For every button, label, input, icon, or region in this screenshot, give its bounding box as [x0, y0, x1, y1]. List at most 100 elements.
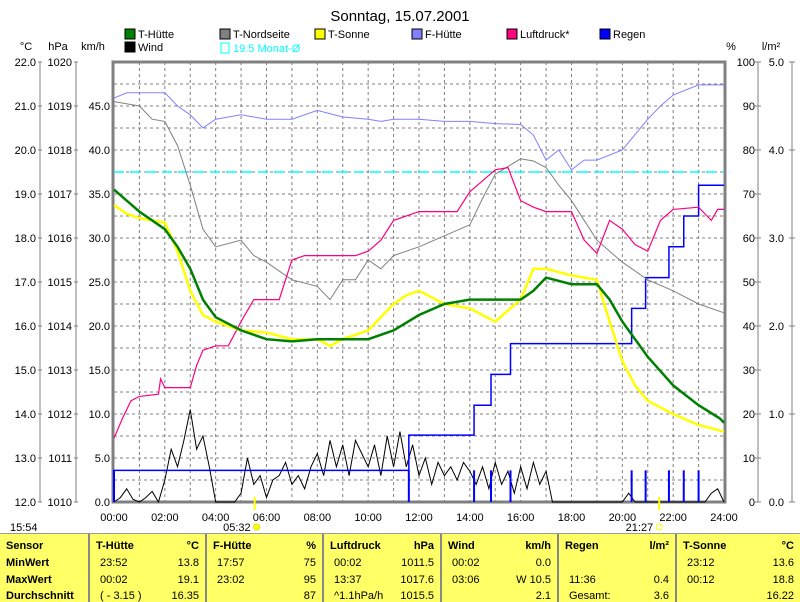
cell-value: W 10.5	[516, 574, 551, 586]
tick-label-right: 0	[749, 497, 755, 509]
tick-label-kmh: 0.0	[95, 497, 110, 509]
column-unit: l/m²	[649, 540, 669, 552]
column-header: Regen	[565, 540, 599, 552]
legend-swatch	[124, 28, 136, 40]
legend-label-monthly-avg: 19.5 Monat-Ø	[233, 43, 301, 55]
tick-label-hPa: 1012	[48, 409, 72, 421]
table-column: Wind km/h 00:02 0.0 03:06 W 10.5 2.1	[440, 534, 557, 602]
tick-label-kmh: 25.0	[89, 277, 110, 289]
column-header: T-Hütte	[96, 540, 134, 552]
tick-label-kmh: 40.0	[89, 145, 110, 157]
cell-value: 16.35	[171, 590, 199, 602]
cell-value: 3.6	[653, 590, 669, 602]
x-tick-label: 12:00	[405, 512, 433, 524]
unit-percent: %	[726, 41, 736, 53]
series-t-nordseite	[113, 101, 725, 314]
tick-label-right: 0.0	[769, 497, 784, 509]
tick-label-kmh: 20.0	[89, 321, 110, 333]
cell-value: 75	[303, 557, 316, 569]
cell-value: 13.6	[772, 557, 794, 569]
tick-label-C: 13.0	[15, 453, 36, 465]
cell-time: ( - 3.15 )	[100, 590, 142, 602]
cell-value: 0.0	[535, 557, 551, 569]
column-header: Luftdruck	[330, 540, 381, 552]
cell-value: 13.8	[177, 557, 199, 569]
legend-label: T-Hütte	[138, 29, 174, 41]
table-column: T-Hütte °C 23:52 13.8 00:02 19.1 ( - 3.15 ) 16.…	[88, 534, 205, 602]
column-unit: °C	[186, 540, 199, 552]
tick-label-hPa: 1018	[48, 145, 72, 157]
table-column: Sensor MinWert MaxWert Durchschnitt	[0, 534, 88, 602]
cell-time: Gesamt:	[569, 590, 611, 602]
x-tick-label: 08:00	[304, 512, 332, 524]
cell-time: 03:06	[452, 574, 480, 586]
weather-chart: Sonntag, 15.07.2001 T-Hütte T-Nordseite T-…	[10, 8, 795, 533]
cell-value: 18.8	[772, 574, 794, 586]
tick-label-right: 50	[743, 277, 755, 289]
cell-value: 1015.5	[400, 590, 434, 602]
x-tick-label: 24:00	[710, 512, 738, 524]
x-tick-label: 16:00	[507, 512, 535, 524]
tick-label-C: 17.0	[15, 277, 36, 289]
moon-icon	[655, 523, 663, 531]
cell-time: 11:36	[569, 574, 596, 586]
cell-value: 16.22	[766, 590, 794, 602]
tick-label-C: 14.0	[15, 409, 36, 421]
column-header: F-Hütte	[213, 540, 252, 552]
series-regen	[113, 184, 724, 502]
series-t-sonne	[113, 203, 725, 433]
cell-value: 1017.6	[400, 574, 434, 586]
tick-label-C: 15.0	[15, 365, 36, 377]
cell-time: 23:02	[217, 574, 245, 586]
x-tick-label: 20:00	[609, 512, 637, 524]
tick-label-hPa: 1014	[48, 321, 72, 333]
unit-kmh: km/h	[81, 41, 105, 53]
tick-label-right: 4.0	[769, 145, 784, 157]
column-header: T-Sonne	[683, 540, 727, 552]
column-header: Sensor	[6, 540, 44, 552]
row-label: Durchschnitt	[6, 590, 74, 602]
legend-label: F-Hütte	[425, 29, 462, 41]
tick-label-C: 16.0	[15, 321, 36, 333]
sun-icon	[253, 523, 261, 531]
tick-label-right: 40	[743, 321, 755, 333]
tick-label-right: 90	[743, 101, 755, 113]
cell-value: 0.4	[653, 574, 669, 586]
table-column: Regen l/m² 11:36 0.4 Gesamt: 3.6	[557, 534, 675, 602]
cell-time: ^1.1hPa/h	[334, 590, 384, 602]
axis-units: °C hPa km/h% l/m²	[20, 41, 781, 53]
tick-label-hPa: 1019	[48, 101, 72, 113]
cell-value: 1011.5	[401, 557, 434, 569]
grid	[114, 62, 724, 502]
axes: 12.0 13.0 14.0 15.0 16.0 17.0 18.0 19.0 20.0 21.0…	[15, 57, 795, 524]
tick-label-right: 60	[743, 233, 755, 245]
legend-swatch-monthly-avg	[220, 42, 230, 54]
cell-time: 23:52	[100, 557, 128, 569]
tick-label-hPa: 1017	[48, 189, 72, 201]
cell-time: 00:02	[100, 574, 128, 586]
cell-time: 17:57	[217, 557, 245, 569]
tick-label-right: 3.0	[769, 233, 784, 245]
tick-label-hPa: 1015	[48, 277, 72, 289]
table-column: F-Hütte% 17:57 75 23:02 95 87	[205, 534, 322, 602]
legend-swatch	[599, 28, 611, 40]
cell-value: 87	[303, 590, 316, 602]
stats-table: Sensor MinWert MaxWert Durchschnitt T-Hütte °…	[0, 533, 800, 602]
cell-value: 95	[303, 574, 316, 586]
tick-label-kmh: 15.0	[89, 365, 110, 377]
table-column: Luftdruck hPa 00:02 1011.5 13:37 1017.6 ^1.1hP…	[322, 534, 440, 602]
series-f-huette	[113, 84, 724, 171]
tick-label-C: 20.0	[15, 145, 36, 157]
tick-label-right: 1.0	[769, 409, 784, 421]
row-label: MaxWert	[6, 574, 52, 586]
annotations: 15:54 05:32 21:27	[10, 497, 663, 533]
sunset-time: 21:27	[626, 522, 654, 533]
x-tick-label: 18:00	[558, 512, 586, 524]
cell-time: 23:12	[687, 557, 715, 569]
tick-label-C: 22.0	[15, 57, 36, 69]
legend-label: Luftdruck*	[520, 29, 570, 41]
column-unit: °C	[781, 540, 794, 552]
x-tick-label: 00:00	[100, 512, 128, 524]
tick-label-kmh: 5.0	[95, 453, 110, 465]
x-tick-label: 14:00	[456, 512, 484, 524]
